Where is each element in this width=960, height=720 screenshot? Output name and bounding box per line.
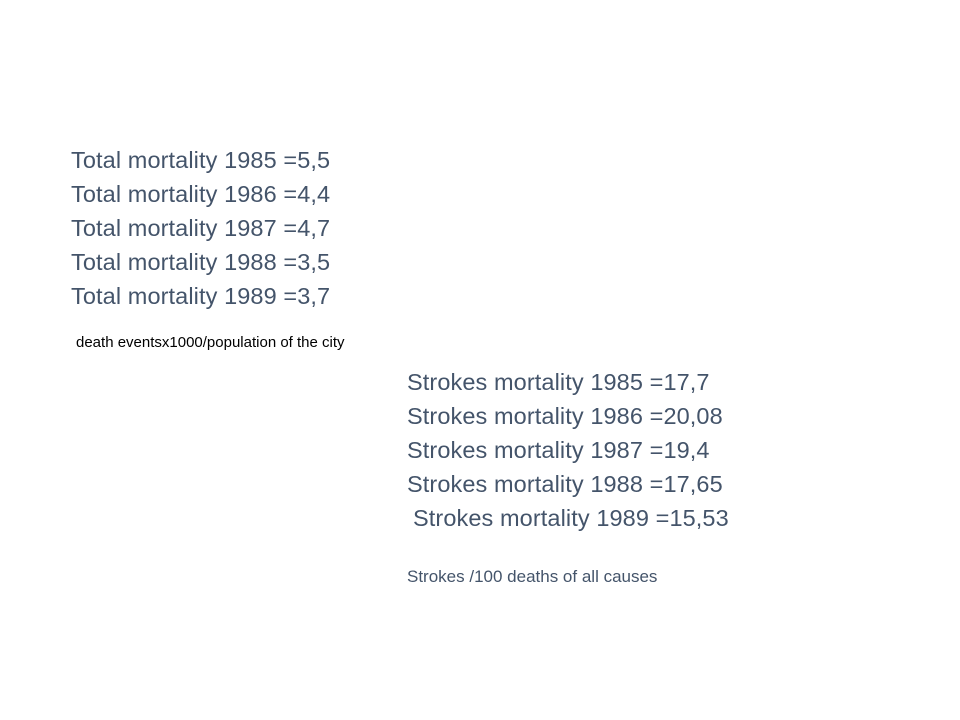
total-mortality-1987: Total mortality 1987 =4,7 [71,215,331,241]
total-mortality-1985: Total mortality 1985 =5,5 [71,147,331,173]
strokes-mortality-note: Strokes /100 deaths of all causes [407,567,658,586]
total-mortality-1986: Total mortality 1986 =4,4 [71,181,331,207]
strokes-mortality-1987: Strokes mortality 1987 =19,4 [407,437,710,463]
total-mortality-1989: Total mortality 1989 =3,7 [71,283,331,309]
strokes-mortality-1986: Strokes mortality 1986 =20,08 [407,403,723,429]
total-mortality-note: death eventsx1000/population of the city [76,334,345,351]
strokes-mortality-1988: Strokes mortality 1988 =17,65 [407,471,723,497]
total-mortality-block: Total mortality 1985 =5,5 Total mortalit… [71,143,330,313]
strokes-mortality-block: Strokes mortality 1985 =17,7 Strokes mor… [407,365,729,535]
strokes-mortality-1985: Strokes mortality 1985 =17,7 [407,369,710,395]
total-mortality-1988: Total mortality 1988 =3,5 [71,249,331,275]
strokes-mortality-1989: Strokes mortality 1989 =15,53 [413,505,729,531]
